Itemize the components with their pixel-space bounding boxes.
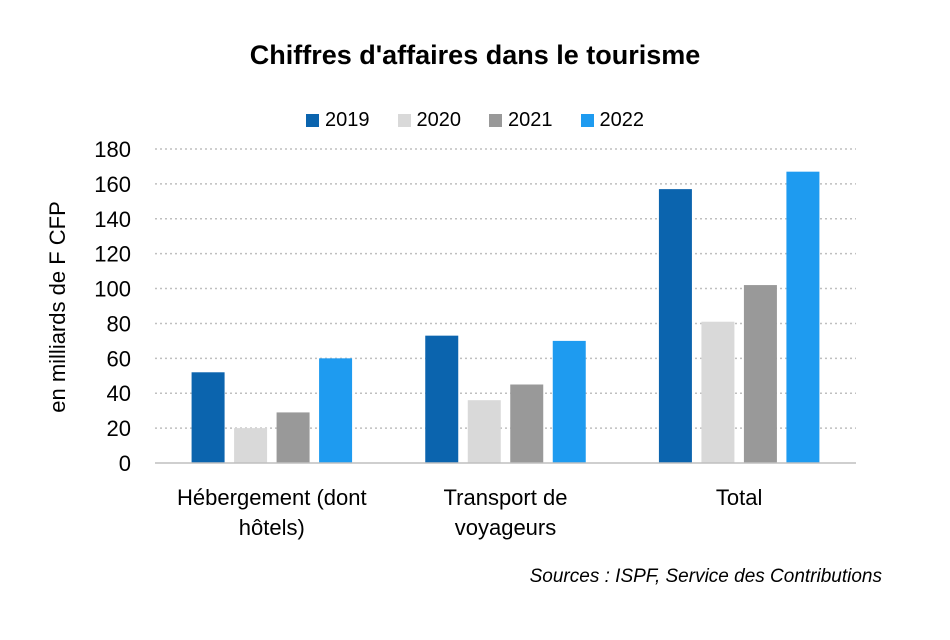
legend-label: 2022 [599, 108, 645, 131]
legend-label: 2020 [416, 108, 462, 131]
x-category-label: Transport de voyageurs [376, 483, 636, 543]
y-tick-label: 80 [107, 311, 131, 336]
y-axis-label: en milliards de F CFP [45, 201, 70, 413]
y-tick-label: 100 [94, 277, 131, 302]
bar-2022 [319, 358, 353, 463]
bar-2019 [191, 372, 225, 463]
y-tick-label: 40 [107, 381, 131, 406]
legend-swatch [580, 113, 594, 127]
y-tick-label: 0 [119, 451, 131, 476]
bar-2020 [701, 321, 735, 463]
bar-2019 [425, 335, 459, 463]
chart-title: Chiffres d'affaires dans le tourisme [249, 40, 701, 70]
y-tick-label: 120 [94, 242, 131, 267]
legend-item: 2020 [397, 108, 462, 132]
source-note: Sources : ISPF, Service des Contribution… [529, 566, 882, 587]
bar-2020 [467, 400, 501, 463]
legend-item: 2022 [580, 108, 645, 132]
legend-label: 2021 [508, 108, 553, 131]
legend-swatch [489, 113, 502, 127]
legend: 2019 2020 2021 2022 [0, 104, 950, 136]
x-category-label-line: Total [715, 485, 763, 510]
y-tick-label: 160 [94, 172, 131, 197]
x-category-label: Hébergement (dont hôtels) [142, 483, 402, 543]
bar-2022 [552, 340, 586, 463]
y-tick-label: 180 [94, 137, 131, 162]
bar-2022 [786, 171, 820, 463]
x-category-label-line: Transport de [443, 485, 568, 510]
y-tick-label: 140 [94, 207, 131, 232]
x-category-label-line: hôtels) [238, 515, 305, 540]
legend-swatch [306, 113, 319, 127]
legend-item: 2019 [306, 109, 370, 132]
bar-2021 [743, 285, 777, 463]
bar-2021 [276, 412, 310, 463]
bar-2021 [510, 384, 544, 463]
x-category-label: Total [609, 483, 869, 513]
legend-item: 2021 [489, 109, 553, 132]
legend-swatch [397, 113, 411, 127]
y-tick-label: 20 [107, 416, 131, 441]
legend-label: 2019 [325, 108, 370, 131]
y-tick-label: 60 [107, 346, 131, 371]
bar-2020 [234, 428, 268, 463]
x-category-label-line: Hébergement (dont [177, 485, 367, 510]
bar-2019 [658, 189, 692, 463]
x-category-label-line: voyageurs [454, 515, 557, 540]
